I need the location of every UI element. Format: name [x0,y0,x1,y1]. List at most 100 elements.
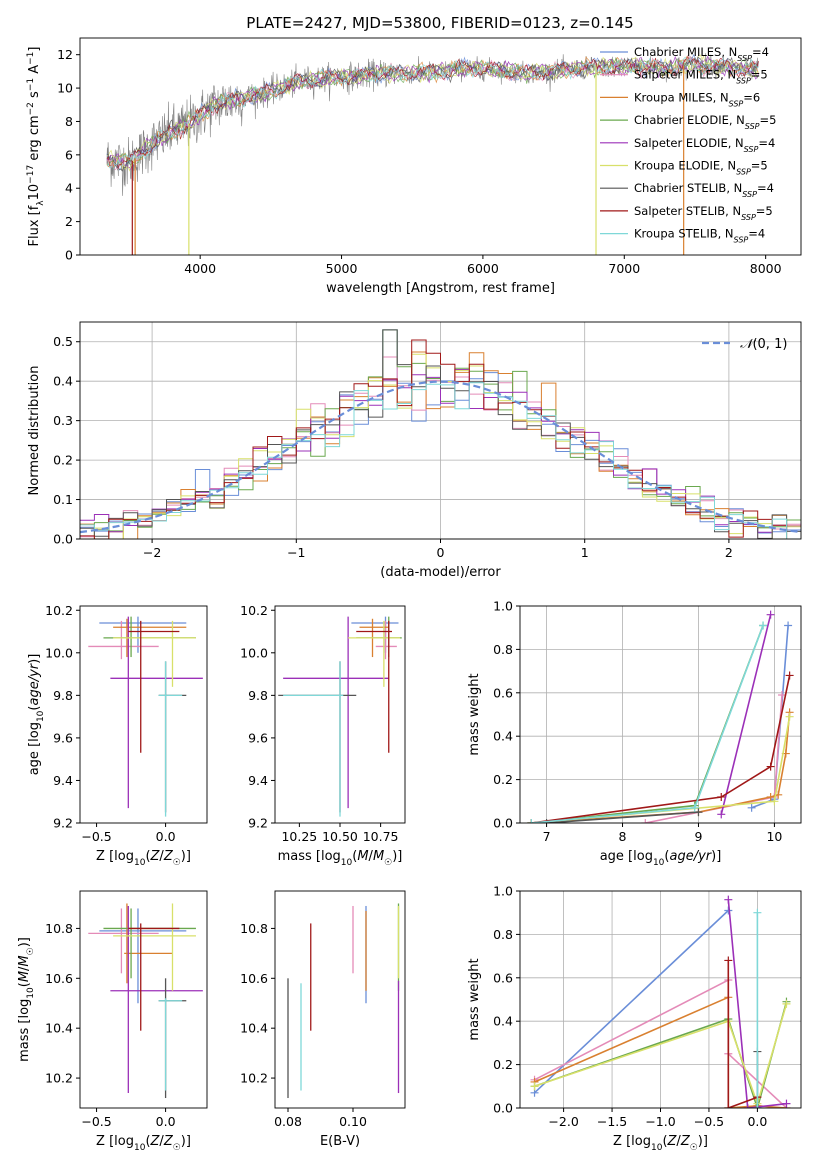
axes-frame [519,605,802,824]
label-part: )] [17,937,32,947]
label-part: =4 [752,45,769,59]
y-tick-label: 9.8 [53,688,73,703]
x-axis-label: E(B-V) [320,1134,360,1149]
label-part: Salpeter MILES, N [634,68,736,82]
y-tick-label: 10.2 [45,1071,73,1086]
mass-weight-series [531,712,791,823]
label-part: age/yr [669,849,712,864]
x-axis-label: mass [log10(M/M☉)] [278,849,403,868]
label-part: )] [698,1134,708,1149]
label-part: Z [680,1134,691,1149]
model-spectrum-line [106,54,759,170]
label-part: 10 [134,858,146,868]
label-part: λ [36,200,46,206]
label-part: =5 [760,113,777,127]
data-point-marker [690,803,699,812]
normal-distribution-curve [80,380,801,534]
label-part: / [17,966,32,971]
y-tick-label: 10.4 [240,1021,268,1036]
y-tick-label: 0.5 [53,334,73,349]
label-part: age/yr [27,662,42,705]
data-point-marker [759,621,768,630]
y-tick-label: 0.0 [53,532,73,547]
label-part: ( [17,982,32,987]
label-part: ( [145,1134,150,1149]
label-part: ☉ [173,858,181,868]
spectrum-panel: 4000 5000 6000 7000 8000 0 2 4 6 8 10 12 wavelength … [26,37,802,296]
y-tick-label: 9.6 [53,730,73,745]
x-axis-label: age [log10(age/yr)] [600,849,722,868]
label-part: )] [181,1134,191,1149]
y-axis-label: age [log10(age/yr)] [27,654,46,776]
label-part: 10 [341,858,353,868]
y-tick-label: 0.4 [493,1014,513,1029]
label-part: )] [711,849,721,864]
age-vs-metallicity-panel: −0.5 0.09.29.49.69.810.010.2Z [log10(Z/Z☉… [27,603,208,868]
label-part: mass [log [278,849,341,864]
label-part: SSP [742,190,757,199]
x-tick-label: 10 [766,829,782,844]
mass-weight-series [534,1003,788,1107]
label-part: / [369,849,374,864]
model-spectrum-line [106,56,759,171]
label-part: age [log [600,849,653,864]
x-tick-label: −2 [143,545,161,560]
label-part: Z [163,1134,174,1149]
x-tick-label: −2.0 [548,1114,578,1129]
label-part: =4 [757,181,774,195]
label-part: (0, 1) [752,337,787,352]
x-tick-label: −0.5 [81,1114,111,1129]
label-part: ( [664,849,669,864]
mass-vs-metallicity-panel: −0.5 0.010.210.410.610.8Z [log10(Z/Z☉)]ma… [17,890,208,1153]
label-part: ( [27,706,42,711]
legend-label: Salpeter ELODIE, NSSP=4 [634,136,775,154]
x-tick-label: −0.5 [694,1114,724,1129]
y-axis-label: Normed distribution [27,366,42,496]
axes-frame [79,605,208,824]
x-tick-label: 10.75 [363,829,399,844]
x-tick-label: 0.08 [274,1114,302,1129]
x-tick-label: 0 [437,545,445,560]
label-part: Z [log [96,1134,134,1149]
y-axis-label: mass weight [467,958,482,1040]
label-part: Z [667,1134,678,1149]
data-point-marker [782,999,791,1008]
model-spectrum-line [106,56,759,170]
legend-label: Kroupa MILES, NSSP=6 [634,90,760,108]
y-tick-label: 2 [65,214,73,229]
y-tick-label: 0.0 [493,816,513,831]
legend-label: Kroupa ELODIE, NSSP=5 [634,159,768,177]
x-tick-label: 5000 [326,261,358,276]
label-part: ☉ [173,1143,181,1153]
y-tick-label: 9.4 [53,773,73,788]
y-tick-label: 0.2 [53,453,73,468]
label-part: SSP [737,54,752,63]
y-tick-label: 10.0 [240,645,268,660]
y-tick-label: 12 [57,47,73,62]
data-point-marker [530,1082,539,1091]
legend-label: Salpeter STELIB, NSSP=5 [634,204,773,222]
label-part: 10 [653,858,665,868]
axes-frame [79,890,208,1109]
label-part: )] [392,849,402,864]
mass-weight-series [751,625,789,809]
label-part: =4 [758,136,775,150]
label-part: −1 [26,78,36,91]
label-part: Z [163,849,174,864]
label-part: Z [log [96,849,134,864]
residual-histogram-series [80,329,801,539]
x-axis-label: Z [log10(Z/Z☉)] [613,1134,708,1153]
model-spectrum-line [106,56,759,172]
legend-label: 𝒩(0, 1) [740,337,787,352]
data-point-marker [770,797,779,806]
data-point-marker [641,819,650,823]
y-tick-label: 0.2 [493,772,513,787]
x-tick-label: 0.0 [156,829,176,844]
label-part: Kroupa ELODIE, N [634,159,736,173]
y-tick-label: 10.6 [45,971,73,986]
x-tick-label: −1.5 [597,1114,627,1129]
plot-area [287,903,400,1099]
y-tick-label: 1.0 [493,599,513,614]
y-tick-label: 10.8 [240,921,268,936]
y-tick-label: 9.6 [248,730,268,745]
